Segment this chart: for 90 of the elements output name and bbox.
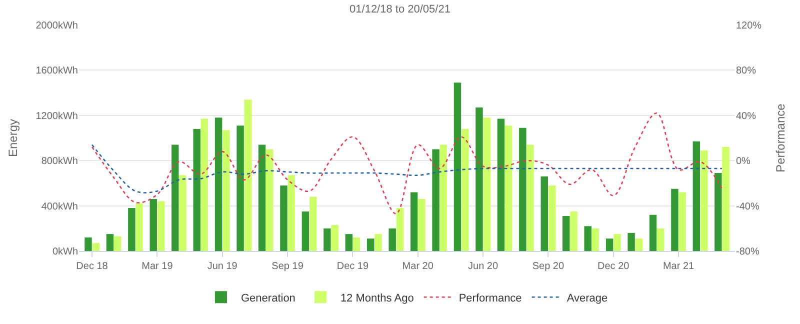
bar bbox=[345, 234, 353, 251]
bar bbox=[172, 144, 179, 251]
bar bbox=[722, 147, 730, 251]
bar bbox=[649, 214, 657, 251]
bar bbox=[288, 175, 295, 251]
bar bbox=[671, 188, 678, 251]
x-tick-label: Sep 19 bbox=[272, 261, 304, 272]
y-tick-label: 400kWh bbox=[41, 201, 78, 212]
bar bbox=[92, 243, 100, 251]
bar bbox=[128, 208, 136, 251]
bar bbox=[266, 149, 274, 251]
bar bbox=[592, 228, 600, 251]
bar bbox=[540, 176, 548, 251]
bar bbox=[302, 211, 310, 251]
y-tick-label: 800kWh bbox=[41, 156, 78, 168]
bar bbox=[258, 144, 266, 251]
bar bbox=[309, 196, 317, 251]
y-tick-label: 1600kWh bbox=[36, 66, 78, 77]
bar bbox=[504, 126, 512, 251]
bar bbox=[388, 228, 396, 251]
bar bbox=[483, 118, 490, 251]
bar bbox=[614, 234, 621, 251]
bar bbox=[628, 232, 635, 251]
bar bbox=[570, 211, 578, 251]
bar bbox=[432, 149, 440, 251]
bar bbox=[606, 238, 614, 251]
bar bbox=[519, 128, 526, 251]
x-tick-label: Mar 21 bbox=[662, 261, 695, 272]
bar bbox=[367, 238, 374, 251]
bar bbox=[331, 225, 338, 251]
x-tick-label: Sep 20 bbox=[532, 261, 564, 272]
bar bbox=[410, 192, 418, 251]
y2-tick-label: 120% bbox=[736, 20, 762, 32]
bar bbox=[656, 228, 664, 251]
x-tick-label: Dec 18 bbox=[76, 261, 108, 272]
bar bbox=[548, 185, 556, 251]
bar bbox=[526, 144, 534, 251]
x-tick-label: Dec 20 bbox=[598, 261, 630, 272]
bar bbox=[635, 238, 642, 251]
bar bbox=[562, 216, 570, 251]
y-tick-label: 0kWh bbox=[52, 246, 78, 258]
y-axis-title: Energy bbox=[6, 118, 20, 158]
y2-tick-label: -80% bbox=[736, 246, 760, 258]
y-tick-label: 2000kWh bbox=[36, 20, 78, 32]
bar bbox=[700, 150, 708, 251]
x-tick-label: Jun 20 bbox=[468, 261, 498, 272]
legend-label: Generation bbox=[241, 292, 296, 304]
bar bbox=[106, 234, 114, 251]
y2-tick-label: 40% bbox=[736, 110, 756, 122]
bar bbox=[352, 237, 360, 251]
bar bbox=[193, 128, 200, 251]
bar bbox=[236, 126, 244, 251]
bar bbox=[418, 199, 426, 251]
legend-label: 12 Months Ago bbox=[340, 292, 414, 304]
bar bbox=[114, 236, 122, 251]
x-tick-label: Dec 19 bbox=[336, 261, 369, 272]
bar bbox=[497, 118, 505, 251]
x-tick-label: Mar 20 bbox=[402, 261, 434, 272]
bar bbox=[150, 199, 158, 251]
x-tick-label: Jun 19 bbox=[207, 261, 238, 272]
bar bbox=[396, 208, 404, 251]
bar bbox=[454, 82, 462, 251]
legend-label: Performance bbox=[458, 292, 522, 304]
bar bbox=[244, 100, 252, 251]
line-series bbox=[91, 112, 723, 214]
bar bbox=[136, 204, 143, 251]
bar bbox=[374, 234, 382, 251]
bar bbox=[476, 107, 483, 251]
bar bbox=[280, 185, 288, 251]
bar bbox=[678, 192, 686, 251]
y2-tick-label: 0% bbox=[736, 156, 751, 168]
bar bbox=[324, 228, 331, 251]
legend-label: Average bbox=[566, 292, 608, 304]
bar bbox=[214, 118, 222, 251]
y2-tick-label: -40% bbox=[736, 201, 760, 212]
bar bbox=[179, 175, 186, 251]
chart-title: 01/12/18 to 20/05/21 bbox=[350, 4, 450, 16]
bar bbox=[461, 128, 469, 251]
y2-tick-label: 80% bbox=[736, 66, 756, 77]
bar bbox=[157, 201, 165, 251]
bar bbox=[222, 130, 230, 251]
y2-axis-title: Performance bbox=[774, 103, 788, 172]
bar bbox=[440, 144, 447, 251]
y-tick-label: 1200kWh bbox=[36, 110, 78, 122]
bar bbox=[584, 226, 592, 251]
x-tick-label: Mar 19 bbox=[142, 261, 174, 272]
bar bbox=[714, 173, 722, 251]
bar bbox=[692, 141, 700, 251]
bar bbox=[200, 118, 208, 251]
bar bbox=[84, 237, 92, 251]
